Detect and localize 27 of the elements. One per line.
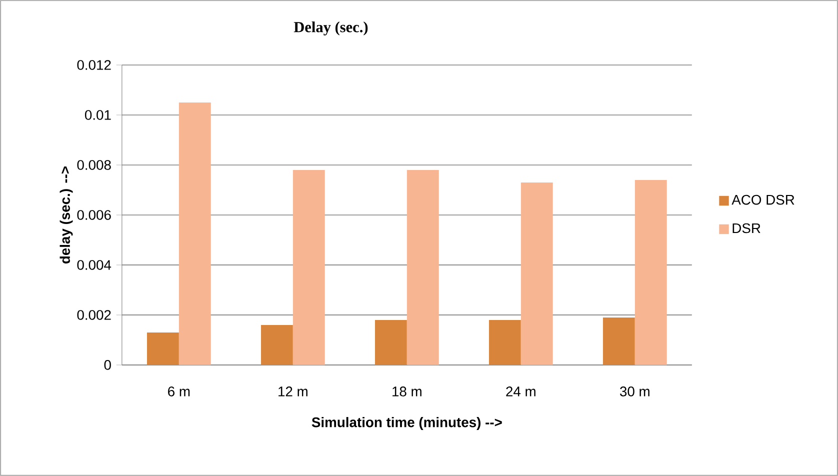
chart-title: Delay (sec.) xyxy=(294,22,368,36)
bar xyxy=(260,325,293,365)
bar xyxy=(520,182,553,365)
y-tick-label: 0.008 xyxy=(77,160,111,170)
bar xyxy=(488,320,521,365)
bar xyxy=(178,102,211,365)
x-tick-label: 18 m xyxy=(392,386,422,396)
y-tick-label: 0.004 xyxy=(77,260,112,270)
x-tick-label: 24 m xyxy=(506,386,536,396)
y-tick-label: 0.012 xyxy=(77,60,111,70)
x-axis-title: Simulation time (minutes) --> xyxy=(312,417,502,430)
legend-label: DSR xyxy=(732,223,760,234)
y-tick-label: 0 xyxy=(104,360,111,370)
x-tick-label: 6 m xyxy=(168,386,190,396)
x-tick-label: 12 m xyxy=(278,386,308,396)
bar xyxy=(374,320,407,365)
bar xyxy=(146,332,179,365)
bar xyxy=(292,170,325,365)
y-tick-label: 0.006 xyxy=(77,210,111,220)
y-tick-label: 0.01 xyxy=(84,110,111,120)
bar xyxy=(602,318,635,365)
x-tick-label: 30 m xyxy=(620,386,650,396)
bar xyxy=(406,170,439,365)
y-axis-title: delay (sec.) --> xyxy=(60,166,73,264)
bar xyxy=(634,180,667,365)
y-tick-label: 0.002 xyxy=(77,310,111,320)
legend-label: ACO DSR xyxy=(732,194,794,205)
